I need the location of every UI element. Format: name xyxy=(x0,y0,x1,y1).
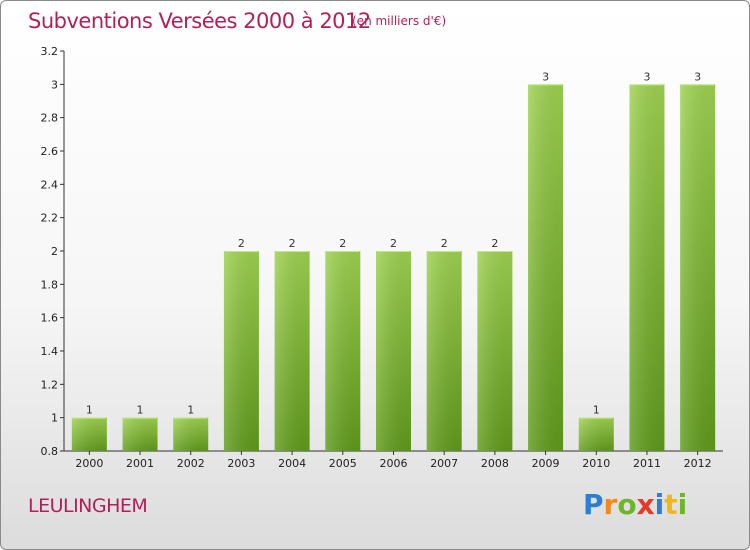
y-tick-label: 1.8 xyxy=(41,278,59,291)
bar-shade xyxy=(477,251,513,451)
x-tick-label: 2008 xyxy=(481,457,509,470)
logo-letter-2: o xyxy=(617,488,637,521)
bar-shade xyxy=(376,251,411,451)
data-label: 2 xyxy=(441,237,448,250)
logo-letter-1: r xyxy=(603,488,618,521)
x-tick-label: 2002 xyxy=(177,457,205,470)
x-tick-label: 2005 xyxy=(329,457,357,470)
x-tick-label: 2007 xyxy=(430,457,458,470)
x-tick-label: 2010 xyxy=(582,457,610,470)
logo-letter-0: P xyxy=(583,488,604,521)
bar-shade xyxy=(274,251,310,451)
bar-shade xyxy=(173,417,209,451)
bar-shade xyxy=(426,251,462,451)
chart-unit: (en milliers d'€) xyxy=(352,14,447,28)
y-tick-label: 1.4 xyxy=(41,345,59,358)
chart-title: Subventions Versées 2000 à 2012 xyxy=(28,9,371,33)
data-label: 1 xyxy=(187,404,194,417)
bar-shade xyxy=(680,84,716,451)
logo-letter-3: x xyxy=(636,488,655,521)
y-tick-label: 2.4 xyxy=(41,178,59,191)
bar-shade xyxy=(223,251,259,451)
y-tick-label: 2.8 xyxy=(41,112,59,125)
bar-shade xyxy=(122,417,158,451)
bar-shade xyxy=(629,84,665,451)
y-tick-label: 2 xyxy=(51,245,58,258)
data-label: 3 xyxy=(643,70,650,83)
bar-shade xyxy=(528,84,564,451)
y-tick-label: 2.2 xyxy=(41,212,59,225)
x-tick-label: 2012 xyxy=(684,457,712,470)
x-tick-label: 2001 xyxy=(126,457,154,470)
commune-name: LEULINGHEM xyxy=(28,495,148,517)
x-tick-label: 2003 xyxy=(227,457,255,470)
data-label: 2 xyxy=(339,237,346,250)
logo-letter-4: i xyxy=(654,488,665,521)
data-label: 1 xyxy=(593,404,600,417)
data-label: 1 xyxy=(137,404,144,417)
logo-letter-5: t xyxy=(664,488,678,521)
y-tick-label: 2.6 xyxy=(41,145,59,158)
data-label: 2 xyxy=(238,237,245,250)
data-label: 3 xyxy=(694,70,701,83)
data-label: 2 xyxy=(289,237,296,250)
x-tick-label: 2009 xyxy=(532,457,560,470)
y-tick-label: 3 xyxy=(51,78,58,91)
x-tick-label: 2006 xyxy=(380,457,408,470)
x-tick-label: 2004 xyxy=(278,457,306,470)
bar-shade xyxy=(71,417,107,451)
logo-letter-6: i xyxy=(677,488,688,521)
data-label: 2 xyxy=(390,237,397,250)
y-tick-label: 1.6 xyxy=(41,312,59,325)
bar-shade xyxy=(578,417,614,451)
data-label: 2 xyxy=(491,237,498,250)
y-tick-label: 0.8 xyxy=(41,445,59,458)
bar-shade xyxy=(325,251,361,451)
y-tick-label: 1 xyxy=(51,412,58,425)
data-label: 3 xyxy=(542,70,549,83)
y-tick-label: 3.2 xyxy=(41,45,59,58)
proxiti-logo: Proxiti xyxy=(583,488,687,521)
x-tick-label: 2011 xyxy=(633,457,661,470)
data-label: 1 xyxy=(86,404,93,417)
x-tick-label: 2000 xyxy=(75,457,103,470)
y-tick-label: 1.2 xyxy=(41,378,59,391)
